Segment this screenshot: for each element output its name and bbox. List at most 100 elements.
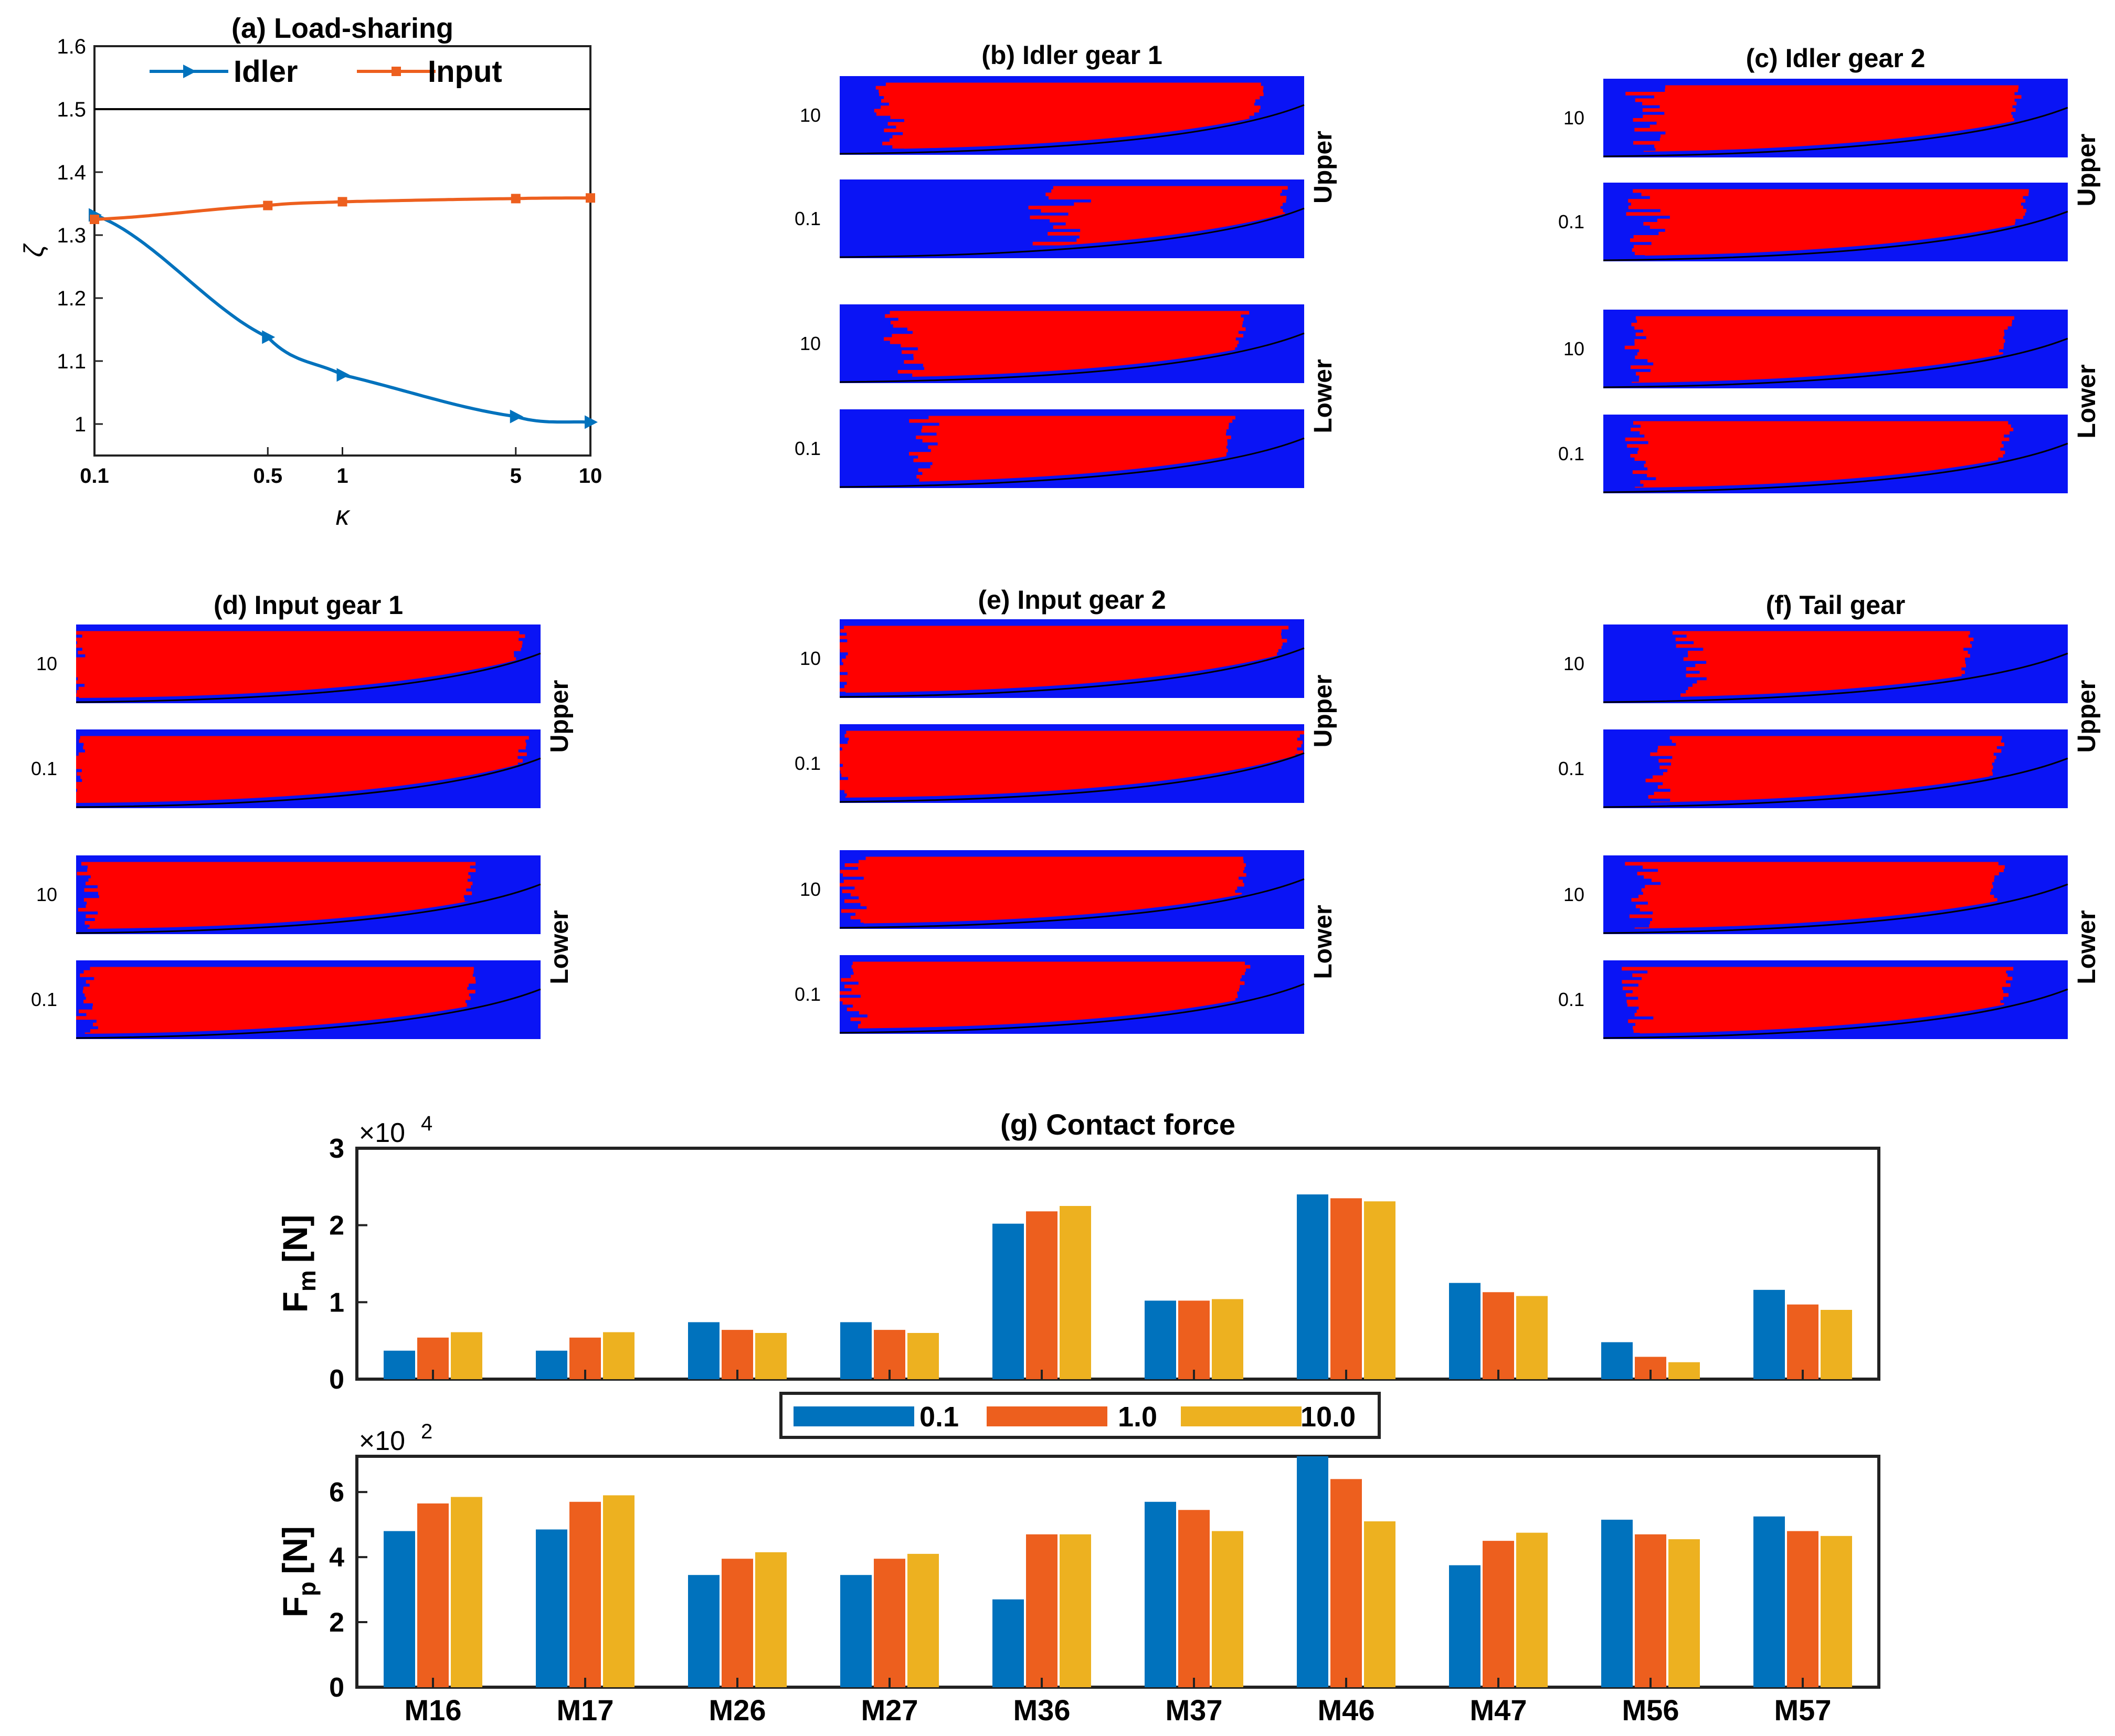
contact-region bbox=[1622, 967, 2014, 971]
force-y-axis-label: Fm [N] bbox=[276, 1215, 321, 1313]
contact-region bbox=[1672, 631, 1970, 635]
ylabel-subscript: p bbox=[293, 1582, 321, 1596]
contact-region bbox=[98, 891, 472, 895]
contact-region bbox=[1683, 657, 1965, 661]
bar-m26-10.0 bbox=[755, 1552, 787, 1687]
contact-region bbox=[847, 681, 1277, 685]
contact-region bbox=[92, 1003, 467, 1007]
contact-region bbox=[840, 754, 1296, 758]
contact-region bbox=[913, 353, 1236, 357]
contact-region bbox=[80, 736, 529, 740]
contact-region bbox=[1658, 869, 2004, 872]
strip-row-label: 0.1 bbox=[1558, 211, 1584, 232]
contact-region bbox=[842, 764, 1294, 767]
contact-region bbox=[851, 988, 1240, 992]
contact-region bbox=[1647, 970, 2006, 974]
contact-region bbox=[77, 872, 469, 876]
load-sharing-title: (a) Load-sharing bbox=[231, 13, 453, 44]
contact-region bbox=[1660, 209, 2027, 213]
y-tick-label: 6 bbox=[329, 1477, 344, 1508]
contact-strip-edge bbox=[840, 208, 1304, 258]
lower-flank-label: Lower bbox=[2073, 910, 2101, 984]
contact-region bbox=[1633, 141, 2004, 145]
contact-region bbox=[918, 468, 1220, 472]
contact-region bbox=[840, 645, 1282, 649]
bar-m47-10.0 bbox=[1516, 1296, 1548, 1379]
upper-flank-label: Upper bbox=[1309, 131, 1337, 204]
bar-m16-10.0 bbox=[451, 1497, 482, 1687]
input-point bbox=[90, 215, 99, 224]
contact-region bbox=[89, 983, 469, 987]
contact-region bbox=[1665, 88, 2018, 92]
contact-region bbox=[840, 642, 1283, 646]
contact-region bbox=[1626, 1000, 2001, 1003]
contact-region bbox=[1631, 202, 2022, 206]
category-label: M56 bbox=[1622, 1693, 1679, 1727]
contact-strip bbox=[839, 619, 1305, 698]
lower-flank-label: Lower bbox=[1309, 359, 1337, 433]
bar-m47-1.0 bbox=[1483, 1292, 1514, 1379]
contact-strip-edge bbox=[1603, 758, 2068, 808]
contact-region bbox=[1656, 121, 2011, 125]
bar-m46-10.0 bbox=[1364, 1201, 1395, 1379]
contact-region bbox=[858, 981, 1245, 985]
strip-row-label: 10 bbox=[1563, 107, 1584, 129]
contact-region bbox=[1028, 206, 1281, 209]
contact-region bbox=[1648, 441, 2002, 444]
contact-region bbox=[1686, 673, 1962, 678]
contact-region bbox=[885, 82, 1261, 87]
tooth-profile-curve bbox=[1603, 210, 2068, 261]
contact-region bbox=[879, 92, 1264, 97]
contact-region bbox=[1626, 993, 2009, 997]
axis-exponent-power: 2 bbox=[421, 1420, 432, 1443]
contact-region bbox=[83, 898, 465, 902]
contact-region bbox=[841, 909, 1236, 913]
contact-region bbox=[879, 89, 1263, 93]
contact-region bbox=[903, 132, 1244, 136]
y-tick-label: 1 bbox=[329, 1287, 344, 1318]
gear-panel-title: (d) Input gear 1 bbox=[214, 590, 403, 620]
contact-region bbox=[97, 885, 471, 889]
contact-region bbox=[1622, 987, 2002, 990]
contact-region bbox=[1637, 352, 2003, 356]
contact-strip-edge bbox=[840, 105, 1304, 155]
contact-region bbox=[86, 904, 462, 908]
contact-region bbox=[88, 878, 468, 882]
contact-strip bbox=[1603, 310, 2068, 388]
contact-strip bbox=[839, 76, 1305, 155]
lower-flank-label: Lower bbox=[2073, 364, 2101, 438]
tooth-profile-curve bbox=[1603, 757, 2068, 808]
bar-m56-10.0 bbox=[1668, 1362, 1700, 1379]
contact-region bbox=[1672, 739, 2001, 743]
contact-strip bbox=[1603, 729, 2068, 808]
contact-region bbox=[76, 667, 516, 671]
contact-region bbox=[76, 638, 519, 641]
contact-region bbox=[890, 321, 1243, 325]
contact-region bbox=[1053, 186, 1288, 190]
strip-row-label: 10 bbox=[800, 104, 821, 126]
contact-region bbox=[1669, 736, 2002, 740]
y-tick-label: 1.3 bbox=[57, 224, 86, 247]
contact-region bbox=[1630, 454, 2003, 458]
tooth-profile-curve bbox=[1603, 442, 2068, 493]
category-label: M16 bbox=[405, 1693, 462, 1727]
contact-region bbox=[84, 683, 513, 687]
contact-region bbox=[1654, 95, 2022, 99]
bar-m17-0.1 bbox=[536, 1350, 567, 1379]
contact-region bbox=[84, 749, 519, 753]
ylabel-unit: [N] bbox=[276, 1526, 314, 1574]
bar-m46-10.0 bbox=[1364, 1521, 1395, 1687]
contact-region bbox=[76, 664, 513, 668]
x-tick-label: 10 bbox=[579, 464, 602, 488]
tooth-profile-curve bbox=[1603, 652, 2068, 703]
contact-region bbox=[1645, 460, 2004, 464]
contact-region bbox=[876, 112, 1254, 116]
contact-region bbox=[909, 419, 1233, 423]
legend-marker bbox=[183, 65, 196, 78]
contact-region bbox=[840, 668, 1275, 672]
upper-flank-label: Upper bbox=[546, 680, 574, 753]
contact-region bbox=[892, 135, 1248, 139]
contact-region bbox=[1647, 901, 1995, 905]
contact-region bbox=[1625, 862, 1998, 866]
category-label: M36 bbox=[1013, 1693, 1071, 1727]
